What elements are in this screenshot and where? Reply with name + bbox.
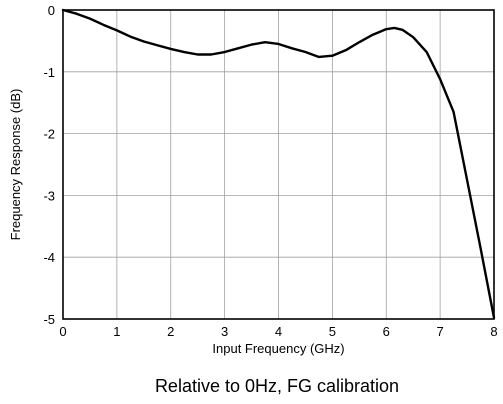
- y-tick-label: -5: [43, 312, 55, 327]
- y-tick-label: 0: [48, 3, 55, 18]
- x-tick-label: 2: [167, 324, 174, 339]
- x-tick-label: 5: [329, 324, 336, 339]
- x-axis-label: Input Frequency (GHz): [212, 341, 344, 356]
- grid: [63, 10, 494, 319]
- series-line: [61, 8, 496, 319]
- x-tick-label: 8: [490, 324, 497, 339]
- plot-area: [62, 9, 495, 320]
- y-axis-ticks: 0 -1 -2 -3 -4 -5: [43, 3, 55, 327]
- x-tick-label: 1: [113, 324, 120, 339]
- y-axis-label: Frequency Response (dB): [8, 89, 23, 241]
- x-axis-ticks: 0 1 2 3 4 5 6 7 8: [59, 324, 497, 339]
- y-tick-label: -2: [43, 127, 55, 142]
- y-tick-label: -1: [43, 65, 55, 80]
- x-tick-label: 6: [383, 324, 390, 339]
- y-tick-label: -3: [43, 188, 55, 203]
- x-tick-label: 0: [59, 324, 66, 339]
- y-tick-label: -4: [43, 250, 55, 265]
- x-tick-label: 7: [437, 324, 444, 339]
- x-tick-label: 3: [221, 324, 228, 339]
- chart-caption: Relative to 0Hz, FG calibration: [155, 376, 399, 396]
- x-tick-label: 4: [275, 324, 282, 339]
